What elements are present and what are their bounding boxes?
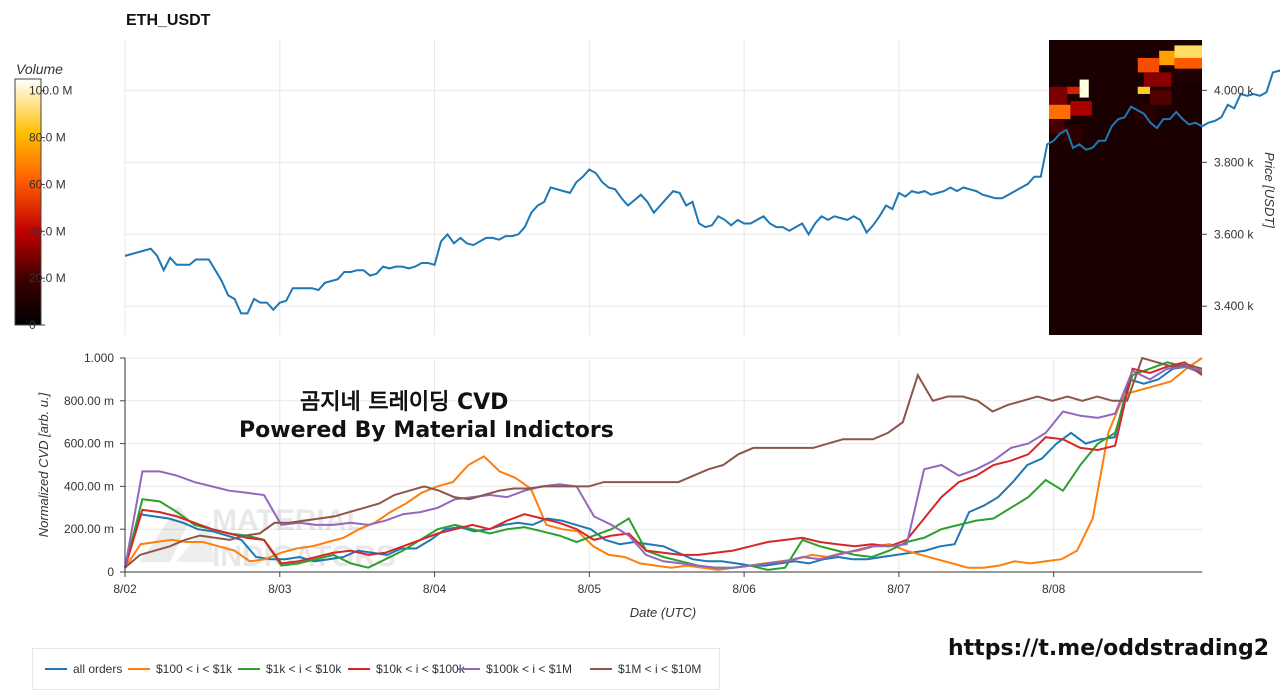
cvd-ytick-label: 400.00 m bbox=[64, 479, 114, 493]
price-line bbox=[124, 69, 1280, 315]
colorbar-ticks: 100.0 M 80.0 M 60.0 M 40.0 M 20.0 M 0 bbox=[29, 84, 72, 332]
overlay-subtitle: Powered By Material Indictors bbox=[239, 418, 614, 443]
heatmap-cell bbox=[1137, 86, 1150, 94]
watermark: MATERIAL INDICATORS bbox=[140, 504, 396, 573]
legend-label: $10k < i < $100k bbox=[376, 662, 465, 676]
price-axis-label: Price [USDT] bbox=[1262, 152, 1277, 228]
chart-legend: all orders $100 < i < $1k $1k < i < $10k $1… bbox=[32, 648, 720, 690]
heatmap-cell bbox=[1049, 86, 1068, 105]
heatmap-cell bbox=[1070, 101, 1092, 116]
legend-swatch bbox=[458, 667, 480, 670]
legend-swatch bbox=[45, 667, 67, 670]
cvd-xtick-label: 8/07 bbox=[887, 582, 911, 596]
price-ytick-label: 4.000 k bbox=[1214, 83, 1254, 97]
legend-item[interactable]: $100 < i < $1k bbox=[128, 662, 232, 676]
heatmap-cell bbox=[1149, 90, 1172, 105]
colorbar-tick-label: 40.0 M bbox=[29, 224, 66, 238]
cvd-ytick-label: 800.00 m bbox=[64, 394, 114, 408]
colorbar-tick-label: 100.0 M bbox=[29, 84, 72, 98]
cvd-series-line bbox=[124, 365, 1203, 568]
cvd-series-line bbox=[124, 356, 1203, 569]
price-ytick-label: 3.600 k bbox=[1214, 227, 1254, 241]
cvd-xtick-label: 8/08 bbox=[1042, 582, 1066, 596]
legend-item[interactable]: $1M < i < $10M bbox=[590, 662, 701, 676]
heatmap-cell bbox=[1143, 72, 1172, 87]
heatmap-cell bbox=[1049, 119, 1065, 134]
heatmap-cell bbox=[1137, 57, 1160, 73]
cvd-ytick-label: 0 bbox=[107, 565, 114, 579]
legend-label: $1M < i < $10M bbox=[618, 662, 702, 676]
legend-item[interactable]: $10k < i < $100k bbox=[348, 662, 465, 676]
cvd-yticks: 0 200.00 m 400.00 m 600.00 m 800.00 m 1.000 bbox=[64, 351, 125, 579]
legend-item[interactable]: $1k < i < $10k bbox=[238, 662, 341, 676]
cvd-series-line bbox=[124, 361, 1203, 571]
colorbar-gradient bbox=[14, 78, 42, 326]
cvd-y-axis-label: Normalized CVD [arb. u.] bbox=[36, 392, 51, 537]
legend-item[interactable]: all orders bbox=[45, 662, 122, 676]
price-ytick-label: 3.400 k bbox=[1214, 299, 1254, 313]
legend-label: $1k < i < $10k bbox=[266, 662, 342, 676]
legend-swatch bbox=[590, 667, 612, 670]
price-ytick-label: 3.800 k bbox=[1214, 155, 1254, 169]
cvd-ytick-label: 1.000 bbox=[84, 351, 114, 365]
cvd-xtick-label: 8/06 bbox=[732, 582, 756, 596]
cvd-x-axis-label: Date (UTC) bbox=[630, 605, 696, 620]
heatmap-cell bbox=[1134, 104, 1157, 120]
cvd-ytick-label: 200.00 m bbox=[64, 522, 114, 536]
telegram-link[interactable]: https://t.me/oddstrading2 bbox=[948, 636, 1270, 661]
orderbook-heatmap bbox=[1049, 40, 1202, 335]
heatmap-cell bbox=[1159, 50, 1175, 66]
legend-label: $100 < i < $1k bbox=[156, 662, 233, 676]
heatmap-cell bbox=[1171, 68, 1202, 84]
legend-swatch bbox=[128, 667, 150, 670]
cvd-xtick-label: 8/03 bbox=[268, 582, 292, 596]
cvd-xtick-label: 8/02 bbox=[113, 582, 137, 596]
colorbar-title: Volume bbox=[16, 61, 63, 77]
legend-swatch bbox=[238, 667, 260, 670]
cvd-xticks: 8/02 8/03 8/04 8/05 8/06 8/07 8/08 bbox=[113, 572, 1066, 596]
chart-title: ETH_USDT bbox=[126, 12, 211, 29]
legend-item[interactable]: $100k < i < $1M bbox=[458, 662, 572, 676]
cvd-ytick-label: 600.00 m bbox=[64, 437, 114, 451]
heatmap-cell bbox=[1079, 79, 1089, 98]
heatmap-background bbox=[1049, 40, 1202, 335]
cvd-xtick-label: 8/05 bbox=[578, 582, 602, 596]
heatmap-cell bbox=[1174, 57, 1202, 69]
cvd-series-line bbox=[124, 357, 1203, 571]
cvd-series-line bbox=[124, 365, 1203, 569]
legend-label: $100k < i < $1M bbox=[486, 662, 573, 676]
cvd-lines bbox=[124, 356, 1203, 571]
overlay-title: 곰지네 트레이딩 CVD bbox=[300, 390, 509, 415]
legend-label: all orders bbox=[73, 662, 123, 676]
price-plot-area bbox=[125, 40, 1202, 335]
heatmap-cell bbox=[1174, 45, 1202, 58]
price-yticks: 3.400 k 3.600 k 3.800 k 4.000 k bbox=[1202, 83, 1254, 313]
cvd-series-line bbox=[124, 361, 1203, 568]
colorbar-tick-label: 0 bbox=[29, 318, 36, 332]
watermark-logo bbox=[140, 506, 190, 562]
colorbar-tick-label: 80.0 M bbox=[29, 131, 66, 145]
colorbar-tick-label: 60.0 M bbox=[29, 177, 66, 191]
watermark-line1: MATERIAL bbox=[212, 504, 365, 537]
heatmap-cell bbox=[1067, 86, 1080, 94]
colorbar-tick-label: 20.0 M bbox=[29, 271, 66, 285]
heatmap-cell bbox=[1049, 104, 1071, 120]
legend-swatch bbox=[348, 667, 370, 670]
cvd-xtick-label: 8/04 bbox=[423, 582, 447, 596]
